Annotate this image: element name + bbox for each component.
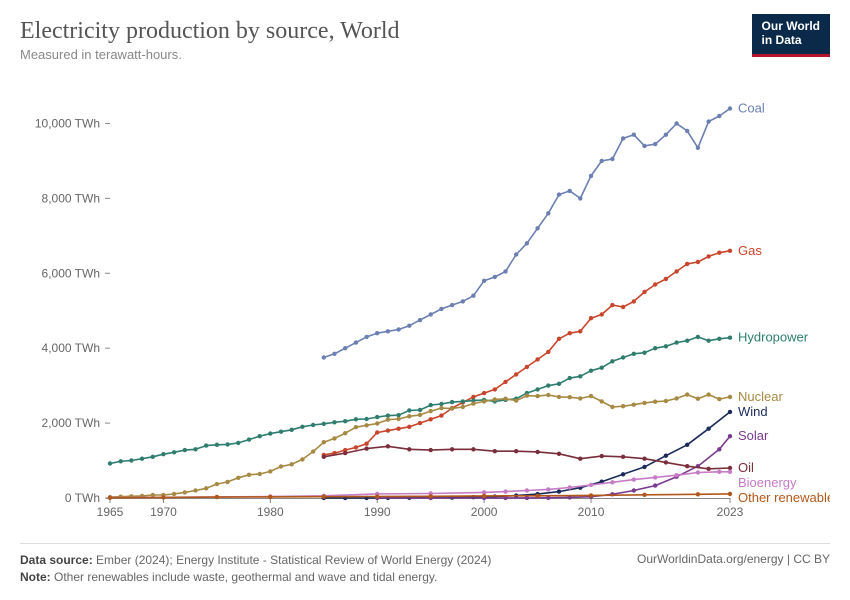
svg-text:8,000 TWh: 8,000 TWh xyxy=(42,191,100,205)
svg-text:0 TWh: 0 TWh xyxy=(65,491,100,505)
note-label: Note: xyxy=(20,570,51,584)
svg-text:2023: 2023 xyxy=(717,505,744,519)
series-label-coal: Coal xyxy=(738,101,765,116)
svg-text:1990: 1990 xyxy=(364,505,391,519)
series-label-hydropower: Hydropower xyxy=(738,330,809,345)
chart-plot-area: 1965 1970 1980 1990 2000 2010 2023 0 TWh 2,000 T… xyxy=(20,78,830,528)
chart-subtitle: Measured in terawatt-hours. xyxy=(20,47,830,62)
svg-text:2010: 2010 xyxy=(578,505,605,519)
chart-container: Our World in Data Electricity production… xyxy=(0,0,850,600)
footer-attribution: OurWorldinData.org/energy | CC BY xyxy=(637,552,830,586)
note-text: Other renewables include waste, geotherm… xyxy=(51,570,438,584)
svg-text:2,000 TWh: 2,000 TWh xyxy=(42,416,100,430)
source-label: Data source: xyxy=(20,553,93,567)
chart-title: Electricity production by source, World xyxy=(20,18,830,45)
logo-line1: Our World xyxy=(762,19,820,33)
series-label-nuclear: Nuclear xyxy=(738,389,783,404)
series-label-gas: Gas xyxy=(738,243,762,258)
logo-line2: in Data xyxy=(762,33,802,47)
series-label-bioenergy: Bioenergy xyxy=(738,475,797,490)
series-label-oil: Oil xyxy=(738,460,754,475)
chart-footer: Data source: Ember (2024); Energy Instit… xyxy=(20,543,830,586)
owid-logo: Our World in Data xyxy=(752,14,830,57)
svg-text:6,000 TWh: 6,000 TWh xyxy=(42,266,100,280)
source-text: Ember (2024); Energy Institute - Statist… xyxy=(93,553,492,567)
svg-text:1965: 1965 xyxy=(97,505,124,519)
series-label-other-renewables: Other renewables xyxy=(738,490,830,505)
svg-text:2000: 2000 xyxy=(471,505,498,519)
svg-text:1980: 1980 xyxy=(257,505,284,519)
footer-left: Data source: Ember (2024); Energy Instit… xyxy=(20,552,491,586)
svg-text:4,000 TWh: 4,000 TWh xyxy=(42,341,100,355)
svg-text:1970: 1970 xyxy=(150,505,177,519)
series-label-wind: Wind xyxy=(738,404,768,419)
svg-text:10,000 TWh: 10,000 TWh xyxy=(35,116,100,130)
series-label-solar: Solar xyxy=(738,428,769,443)
